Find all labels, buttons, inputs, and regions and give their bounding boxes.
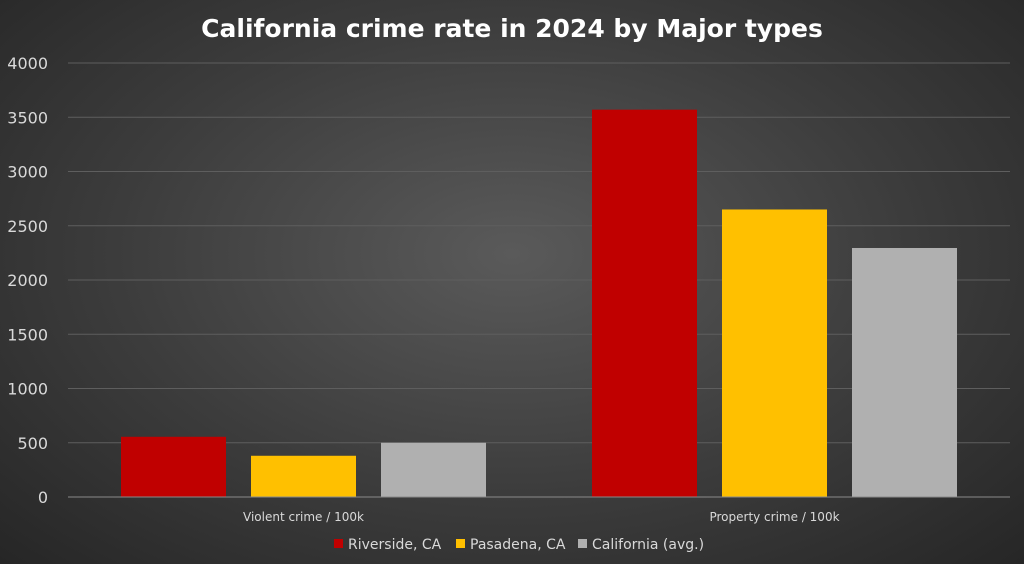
y-axis-ticks: 0 500 1000 1500 2000 2500 3000 3500 4000 — [7, 54, 48, 507]
bar-riverside-ca-0 — [121, 436, 226, 497]
y-tick-label: 2500 — [7, 217, 48, 236]
x-category-label: Property crime / 100k — [709, 510, 839, 524]
y-tick-label: 500 — [17, 434, 48, 453]
x-category-label: Violent crime / 100k — [243, 510, 364, 524]
legend-label: California (avg.) — [592, 537, 704, 553]
gridlines — [68, 62, 1010, 444]
y-tick-label: 0 — [38, 488, 48, 507]
bar-california-avg-1 — [852, 247, 957, 497]
chart-title: California crime rate in 2024 by Major t… — [201, 14, 823, 43]
y-tick-label: 3000 — [7, 163, 48, 182]
y-tick-label: 1500 — [7, 325, 48, 344]
legend-swatch — [578, 539, 587, 548]
bar-riverside-ca-1 — [592, 109, 697, 497]
bar-pasadena-ca-0 — [251, 455, 356, 497]
bar-pasadena-ca-1 — [722, 209, 827, 497]
legend-swatch — [334, 539, 343, 548]
y-tick-label: 2000 — [7, 271, 48, 290]
legend-label: Pasadena, CA — [470, 537, 566, 553]
legend-swatch — [456, 539, 465, 548]
y-tick-label: 3500 — [7, 108, 48, 127]
legend-label: Riverside, CA — [348, 537, 442, 553]
x-axis-categories: Violent crime / 100k Property crime / 100… — [243, 510, 840, 524]
legend: Riverside, CA Pasadena, CA California (avg… — [334, 537, 704, 553]
bars — [121, 109, 957, 497]
y-tick-label: 1000 — [7, 380, 48, 399]
y-tick-label: 4000 — [7, 54, 48, 73]
bar-california-avg-0 — [381, 442, 486, 497]
